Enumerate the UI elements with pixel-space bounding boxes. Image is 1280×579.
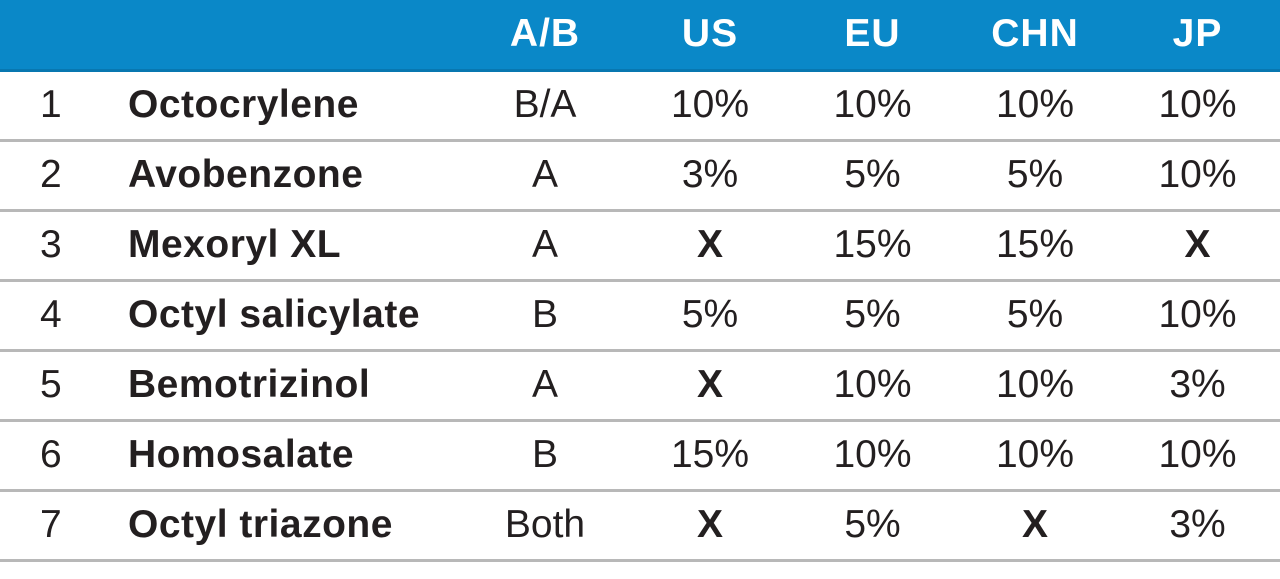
row-number: 7: [0, 490, 105, 562]
table-row: 7 Octyl triazone Both X 5% X 3%: [0, 490, 1280, 562]
eu-value: 10%: [790, 70, 955, 142]
header-number-column: [0, 0, 105, 72]
row-number: 5: [0, 350, 105, 422]
table-body: 1 Octocrylene B/A 10% 10% 10% 10% 2 Avob…: [0, 70, 1280, 562]
ab-value: A: [460, 350, 630, 422]
us-value: X: [630, 210, 790, 282]
table-header: A/B US EU CHN JP: [0, 0, 1280, 72]
header-us-column: US: [630, 0, 790, 72]
jp-value: 3%: [1115, 490, 1280, 562]
eu-value: 5%: [790, 140, 955, 212]
row-number: 6: [0, 420, 105, 492]
us-value: 10%: [630, 70, 790, 142]
header-chn-column: CHN: [955, 0, 1115, 72]
ingredient-name: Bemotrizinol: [105, 350, 460, 422]
us-value: X: [630, 490, 790, 562]
row-number: 4: [0, 280, 105, 352]
us-value: X: [630, 350, 790, 422]
chn-value: 10%: [955, 350, 1115, 422]
jp-value: 10%: [1115, 70, 1280, 142]
row-number: 1: [0, 70, 105, 142]
eu-value: 5%: [790, 280, 955, 352]
us-value: 3%: [630, 140, 790, 212]
eu-value: 10%: [790, 350, 955, 422]
ingredient-name: Homosalate: [105, 420, 460, 492]
table-row: 2 Avobenzone A 3% 5% 5% 10%: [0, 140, 1280, 212]
chn-value: 10%: [955, 70, 1115, 142]
chn-value: 15%: [955, 210, 1115, 282]
chn-value: 5%: [955, 140, 1115, 212]
ingredient-name: Avobenzone: [105, 140, 460, 212]
us-value: 5%: [630, 280, 790, 352]
jp-value: 3%: [1115, 350, 1280, 422]
header-jp-column: JP: [1115, 0, 1280, 72]
header-ab-column: A/B: [460, 0, 630, 72]
chn-value: 10%: [955, 420, 1115, 492]
jp-value: X: [1115, 210, 1280, 282]
eu-value: 10%: [790, 420, 955, 492]
row-number: 2: [0, 140, 105, 212]
ab-value: B: [460, 420, 630, 492]
chn-value: X: [955, 490, 1115, 562]
ab-value: Both: [460, 490, 630, 562]
eu-value: 15%: [790, 210, 955, 282]
ab-value: A: [460, 210, 630, 282]
table-row: 1 Octocrylene B/A 10% 10% 10% 10%: [0, 70, 1280, 142]
jp-value: 10%: [1115, 420, 1280, 492]
header-name-column: [105, 0, 460, 72]
header-eu-column: EU: [790, 0, 955, 72]
row-number: 3: [0, 210, 105, 282]
ingredient-name: Octyl triazone: [105, 490, 460, 562]
table-row: 6 Homosalate B 15% 10% 10% 10%: [0, 420, 1280, 492]
table-row: 4 Octyl salicylate B 5% 5% 5% 10%: [0, 280, 1280, 352]
eu-value: 5%: [790, 490, 955, 562]
table-row: 3 Mexoryl XL A X 15% 15% X: [0, 210, 1280, 282]
ingredient-name: Octyl salicylate: [105, 280, 460, 352]
us-value: 15%: [630, 420, 790, 492]
ab-value: B: [460, 280, 630, 352]
chn-value: 5%: [955, 280, 1115, 352]
table-row: 5 Bemotrizinol A X 10% 10% 3%: [0, 350, 1280, 422]
ingredient-name: Octocrylene: [105, 70, 460, 142]
jp-value: 10%: [1115, 280, 1280, 352]
sunscreen-limits-table: A/B US EU CHN JP 1 Octocrylene B/A 10% 1…: [0, 0, 1280, 562]
ab-value: A: [460, 140, 630, 212]
ab-value: B/A: [460, 70, 630, 142]
ingredient-name: Mexoryl XL: [105, 210, 460, 282]
jp-value: 10%: [1115, 140, 1280, 212]
header-row: A/B US EU CHN JP: [0, 0, 1280, 72]
